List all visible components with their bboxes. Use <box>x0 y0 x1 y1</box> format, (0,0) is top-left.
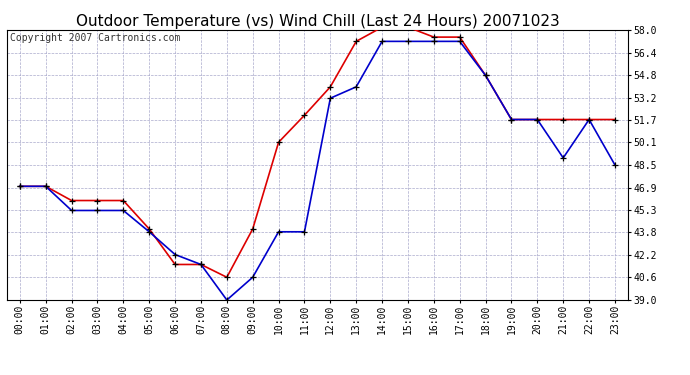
Text: Copyright 2007 Cartronics.com: Copyright 2007 Cartronics.com <box>10 33 180 43</box>
Title: Outdoor Temperature (vs) Wind Chill (Last 24 Hours) 20071023: Outdoor Temperature (vs) Wind Chill (Las… <box>75 14 560 29</box>
